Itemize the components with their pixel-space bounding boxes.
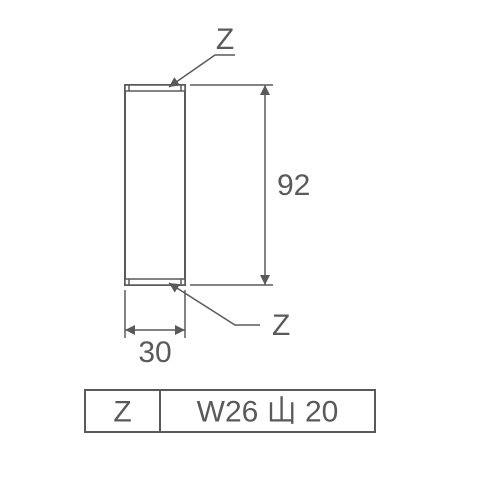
table-cell-z: Z [113, 396, 131, 429]
cylinder-top-lip [125, 85, 185, 91]
cylinder-bottom-lip [125, 279, 185, 285]
dimension-width-value: 30 [138, 336, 171, 369]
label-z-bottom: Z [272, 309, 290, 342]
leader-bottom [169, 283, 260, 325]
label-z-top: Z [216, 23, 234, 56]
technical-drawing: ZZ9230ZW26 山 20 [0, 0, 500, 500]
table-cell-spec: W26 山 20 [197, 396, 339, 429]
dimension-height-value: 92 [277, 169, 310, 202]
cylinder-body [125, 85, 185, 285]
leader-top [169, 55, 235, 87]
